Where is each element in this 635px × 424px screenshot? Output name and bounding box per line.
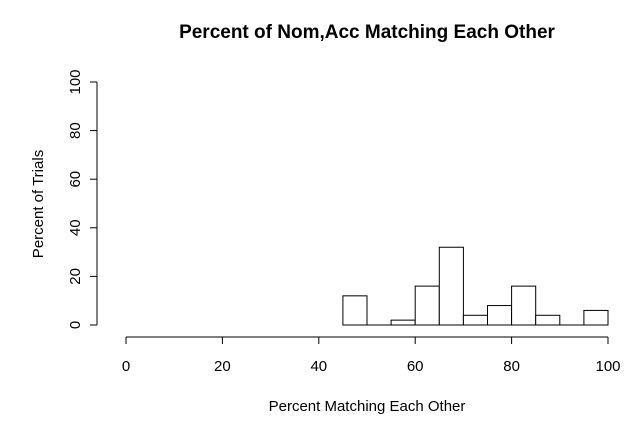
x-axis: 0 20 40 60 80 100 xyxy=(122,336,621,375)
histogram-bar xyxy=(390,319,416,326)
y-tick-label: 40 xyxy=(67,219,84,236)
histogram-bars xyxy=(342,246,609,326)
x-axis-title: Percent Matching Each Other xyxy=(269,398,466,415)
histogram-bar xyxy=(535,314,561,326)
y-tick-label: 0 xyxy=(67,321,84,329)
histogram-bar xyxy=(462,314,488,326)
x-tick-label: 60 xyxy=(407,358,424,375)
chart-title: Percent of Nom,Acc Matching Each Other xyxy=(179,22,555,43)
x-tick-label: 100 xyxy=(595,358,620,375)
histogram-bar xyxy=(342,295,368,326)
histogram-bar xyxy=(414,285,440,326)
y-tick-label: 20 xyxy=(67,268,84,285)
y-axis-title: Percent of Trials xyxy=(30,150,47,258)
histogram-bar xyxy=(438,246,464,326)
y-tick-label: 80 xyxy=(67,122,84,139)
y-tick-label: 100 xyxy=(67,69,84,94)
histogram-bar xyxy=(487,305,513,326)
x-tick-label: 40 xyxy=(310,358,327,375)
y-tick-label: 60 xyxy=(67,171,84,188)
x-tick-label: 0 xyxy=(122,358,130,375)
x-tick-label: 80 xyxy=(503,358,520,375)
histogram-bar xyxy=(583,309,609,326)
y-axis: 0 20 40 60 80 100 xyxy=(67,69,98,329)
x-tick-label: 20 xyxy=(214,358,231,375)
histogram-bar xyxy=(511,285,537,326)
